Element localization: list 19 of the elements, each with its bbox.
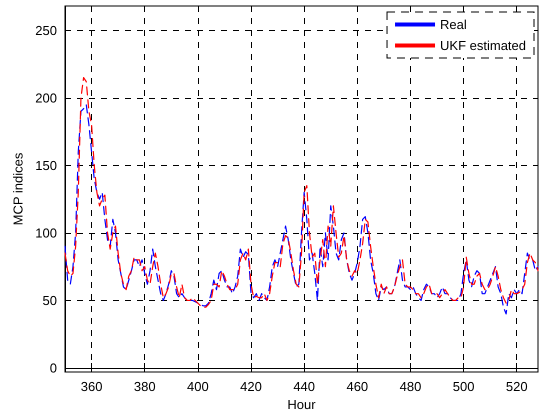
x-tick-label: 460 bbox=[346, 379, 368, 394]
y-tick-label: 250 bbox=[35, 22, 57, 38]
legend-label: Real bbox=[440, 17, 467, 32]
x-tick-label: 500 bbox=[452, 379, 474, 394]
y-tick-label: 50 bbox=[42, 292, 57, 308]
y-tick-label: 100 bbox=[35, 225, 57, 240]
x-tick-label: 380 bbox=[134, 379, 156, 394]
x-tick-label: 360 bbox=[80, 379, 102, 394]
x-tick-label: 440 bbox=[293, 379, 316, 394]
x-tick-label: 400 bbox=[187, 379, 209, 394]
x-axis-title: Hour bbox=[287, 396, 316, 412]
y-tick-label: 0 bbox=[50, 360, 57, 376]
x-tick-label: 520 bbox=[506, 379, 528, 394]
x-tick-label: 420 bbox=[240, 379, 262, 394]
legend-label: UKF estimated bbox=[440, 38, 526, 53]
y-tick-label: 150 bbox=[35, 158, 57, 173]
y-tick-label: 200 bbox=[35, 90, 57, 106]
y-axis-title: MCP indices bbox=[10, 152, 26, 226]
x-tick-label: 480 bbox=[400, 379, 422, 394]
